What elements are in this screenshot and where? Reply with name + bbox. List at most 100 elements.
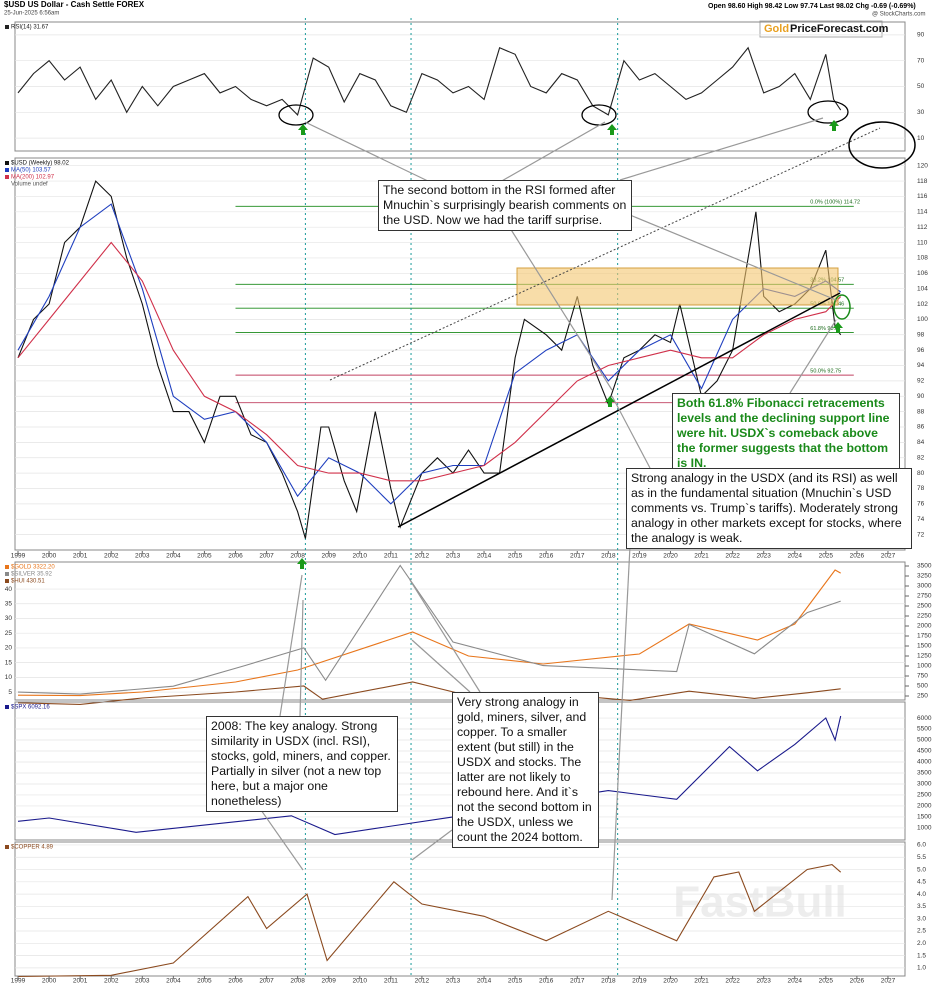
y-tick-label: 4500 bbox=[917, 748, 932, 755]
legend-swatch bbox=[5, 161, 9, 165]
y-tick-label: 40 bbox=[5, 586, 13, 593]
connector bbox=[629, 214, 837, 301]
y-tick-label: 84 bbox=[917, 439, 925, 446]
arrow bbox=[607, 124, 617, 135]
y-tick-label: 88 bbox=[917, 408, 925, 415]
x-tick-label: 2022 bbox=[725, 978, 740, 985]
x-tick-label: 2000 bbox=[42, 978, 57, 985]
rsi-circle bbox=[581, 104, 617, 126]
connector bbox=[409, 579, 481, 693]
annotation: 2008: The key analogy. Strong similarity… bbox=[206, 716, 398, 812]
connector bbox=[411, 639, 471, 693]
y-tick-label: 5.5 bbox=[917, 854, 926, 861]
y2-tick-label: 1250 bbox=[917, 653, 932, 660]
x-tick-label: 2027 bbox=[881, 978, 896, 985]
y2-tick-label: 2000 bbox=[917, 623, 932, 630]
y2-tick-label: 2750 bbox=[917, 593, 932, 600]
x-tick-label: 2011 bbox=[384, 553, 398, 560]
y-tick-label: 2500 bbox=[917, 792, 932, 799]
series-line bbox=[17, 564, 841, 695]
y-tick-label: 1.0 bbox=[917, 965, 926, 972]
resistance-zone bbox=[516, 267, 839, 306]
x-tick-label: 2027 bbox=[881, 553, 896, 560]
y-tick-label: 114 bbox=[917, 209, 928, 216]
y-tick-label: 118 bbox=[917, 178, 928, 185]
x-tick-label: 2015 bbox=[508, 978, 523, 985]
source: @ StockCharts.com bbox=[872, 12, 925, 18]
x-tick-label: 2020 bbox=[663, 553, 678, 560]
x-tick-label: 2002 bbox=[104, 553, 119, 560]
x-tick-label: 2006 bbox=[228, 553, 243, 560]
legend-label: Volume undef bbox=[11, 182, 48, 188]
x-tick-label: 2003 bbox=[135, 553, 150, 560]
y-tick-label: 112 bbox=[917, 224, 928, 231]
logo-box bbox=[759, 20, 883, 38]
x-tick-label: 1999 bbox=[11, 978, 26, 985]
y-tick-label: 102 bbox=[917, 301, 928, 308]
legend-label: RSI(14) 31.67 bbox=[11, 25, 49, 31]
x-tick-label: 2005 bbox=[197, 553, 212, 560]
x-tick-label: 2022 bbox=[725, 553, 740, 560]
y-tick-label: 2000 bbox=[917, 803, 932, 810]
y-tick-label: 30 bbox=[5, 615, 13, 622]
y-tick-label: 78 bbox=[917, 485, 925, 492]
y-tick-label: 5500 bbox=[917, 726, 932, 733]
annotation: Strong analogy in the USDX (and its RSI)… bbox=[626, 468, 912, 549]
arrow bbox=[297, 558, 307, 569]
arrow bbox=[829, 120, 839, 131]
y-tick-label: 4000 bbox=[917, 759, 932, 766]
connector bbox=[279, 574, 303, 717]
y-tick-label: 74 bbox=[917, 516, 925, 523]
y2-tick-label: 1500 bbox=[917, 643, 932, 650]
y-tick-label: 94 bbox=[917, 362, 925, 369]
series-line bbox=[17, 864, 842, 978]
annotation: Very strong analogy in gold, miners, sil… bbox=[452, 692, 599, 848]
x-tick-label: 2013 bbox=[446, 553, 461, 560]
legend-swatch bbox=[5, 168, 9, 172]
annotation: The second bottom in the RSI formed afte… bbox=[378, 180, 632, 231]
y-tick-label: 108 bbox=[917, 255, 928, 262]
connector bbox=[789, 319, 837, 394]
x-tick-label: 2024 bbox=[788, 553, 803, 560]
x-tick-label: 2005 bbox=[197, 978, 212, 985]
x-tick-label: 2000 bbox=[42, 553, 57, 560]
x-tick-label: 2001 bbox=[73, 553, 88, 560]
y-tick-label: 3000 bbox=[917, 781, 932, 788]
y-tick-label: 10 bbox=[917, 135, 925, 142]
x-tick-label: 2015 bbox=[508, 553, 523, 560]
y-tick-label: 3500 bbox=[917, 770, 932, 777]
arrow bbox=[833, 322, 843, 333]
y-tick-label: 1.5 bbox=[917, 952, 926, 959]
connector bbox=[299, 599, 304, 717]
y2-tick-label: 2250 bbox=[917, 613, 932, 620]
y-tick-label: 30 bbox=[917, 109, 925, 116]
connector bbox=[304, 121, 431, 183]
x-tick-label: 2009 bbox=[321, 553, 336, 560]
x-tick-label: 2016 bbox=[539, 978, 554, 985]
x-tick-label: 2018 bbox=[601, 553, 616, 560]
legend-label: $GOLD 3322.20 bbox=[11, 565, 55, 571]
y2-tick-label: 3500 bbox=[917, 563, 932, 570]
x-tick-label: 2002 bbox=[104, 978, 119, 985]
fib-label: 61.8% 98.31 bbox=[810, 326, 841, 332]
legend-swatch bbox=[5, 572, 9, 576]
x-tick-label: 2019 bbox=[632, 978, 647, 985]
y-tick-label: 92 bbox=[917, 378, 925, 385]
x-tick-label: 2023 bbox=[756, 553, 771, 560]
x-tick-label: 2014 bbox=[477, 553, 492, 560]
x-tick-label: 2004 bbox=[166, 553, 181, 560]
legend-label: MA(50) 103.57 bbox=[11, 168, 51, 174]
x-tick-label: 2007 bbox=[259, 978, 274, 985]
x-tick-label: 2016 bbox=[539, 553, 554, 560]
y-tick-label: 5.0 bbox=[917, 866, 926, 873]
y-tick-label: 82 bbox=[917, 454, 925, 461]
y-tick-label: 110 bbox=[917, 239, 928, 246]
x-tick-label: 2018 bbox=[601, 978, 616, 985]
y-tick-label: 90 bbox=[917, 32, 925, 39]
y-tick-label: 72 bbox=[917, 531, 925, 538]
y-tick-label: 70 bbox=[917, 57, 925, 64]
arrows bbox=[297, 120, 843, 569]
rsi-circle bbox=[278, 104, 314, 126]
x-tick-label: 2017 bbox=[570, 553, 585, 560]
y-tick-label: 116 bbox=[917, 193, 928, 200]
